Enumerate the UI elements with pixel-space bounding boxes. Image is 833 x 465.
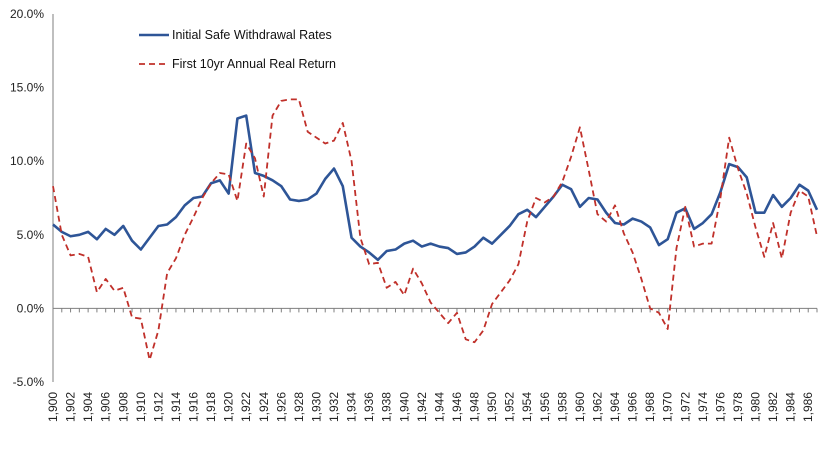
x-tick-label: 1,936 [362, 392, 376, 422]
x-tick-label: 1,920 [222, 392, 236, 422]
x-tick-label: 1,902 [64, 392, 78, 422]
y-axis-tick-labels: 20.0% 15.0% 10.0% 5.0% 0.0% -5.0% [10, 7, 44, 389]
x-tick-label: 1,968 [643, 392, 657, 422]
x-tick-label: 1,922 [239, 392, 253, 422]
legend-label: First 10yr Annual Real Return [172, 57, 336, 71]
x-tick-label: 1,938 [380, 392, 394, 422]
x-tick-label: 1,910 [134, 392, 148, 422]
x-tick-label: 1,914 [169, 392, 183, 422]
x-tick-label: 1,900 [46, 392, 60, 422]
y-tick-label: 10.0% [10, 154, 44, 168]
series-line-first-10yr-real-return [52, 98, 818, 361]
x-tick-label: 1,972 [678, 392, 692, 422]
x-tick-label: 1,984 [784, 392, 798, 422]
x-tick-label: 1,978 [731, 392, 745, 422]
x-tick-label: 1,926 [274, 392, 288, 422]
x-tick-label: 1,942 [415, 392, 429, 422]
x-tick-label: 1,918 [204, 392, 218, 422]
x-tick-label: 1,970 [661, 392, 675, 422]
x-tick-label: 1,976 [713, 392, 727, 422]
x-tick-label: 1,946 [450, 392, 464, 422]
x-tick-label: 1,948 [468, 392, 482, 422]
y-tick-label: 5.0% [17, 228, 45, 242]
x-tick-label: 1,956 [538, 392, 552, 422]
x-tick-label: 1,916 [187, 392, 201, 422]
series-lines [52, 98, 819, 361]
series-line-safe-withdrawal-rates [52, 114, 819, 262]
x-tick-label: 1,924 [257, 392, 271, 422]
x-tick-label: 1,944 [432, 392, 446, 422]
x-tick-label: 1,934 [345, 392, 359, 422]
x-tick-label: 1,940 [397, 392, 411, 422]
x-tick-label: 1,960 [573, 392, 587, 422]
y-tick-label: -5.0% [13, 375, 45, 389]
x-tick-label: 1,904 [81, 392, 95, 422]
x-tick-label: 1,908 [116, 392, 130, 422]
x-tick-label: 1,974 [696, 392, 710, 422]
x-tick-label: 1,930 [309, 392, 323, 422]
x-axis-tick-labels: 1,900 1,902 1,904 1,906 1,908 1,910 1,912 1,914… [46, 392, 815, 422]
x-tick-label: 1,964 [608, 392, 622, 422]
x-tick-label: 1,932 [327, 392, 341, 422]
x-tick-label: 1,962 [590, 392, 604, 422]
legend-label: Initial Safe Withdrawal Rates [172, 28, 332, 42]
x-tick-label: 1,912 [151, 392, 165, 422]
x-tick-label: 1,982 [766, 392, 780, 422]
x-tick-label: 1,980 [749, 392, 763, 422]
x-tick-label: 1,906 [99, 392, 113, 422]
x-tick-label: 1,950 [485, 392, 499, 422]
x-tick-label: 1,986 [801, 392, 815, 422]
x-tick-label: 1,966 [626, 392, 640, 422]
x-tick-label: 1,952 [503, 392, 517, 422]
x-tick-label: 1,958 [555, 392, 569, 422]
y-tick-label: 20.0% [10, 7, 44, 21]
y-tick-label: 15.0% [10, 81, 44, 95]
legend: Initial Safe Withdrawal Rates First 10yr … [139, 28, 336, 71]
y-tick-label: 0.0% [17, 301, 45, 315]
x-tick-label: 1,954 [520, 392, 534, 422]
x-tick-label: 1,928 [292, 392, 306, 422]
x-axis-ticks [52, 308, 818, 313]
